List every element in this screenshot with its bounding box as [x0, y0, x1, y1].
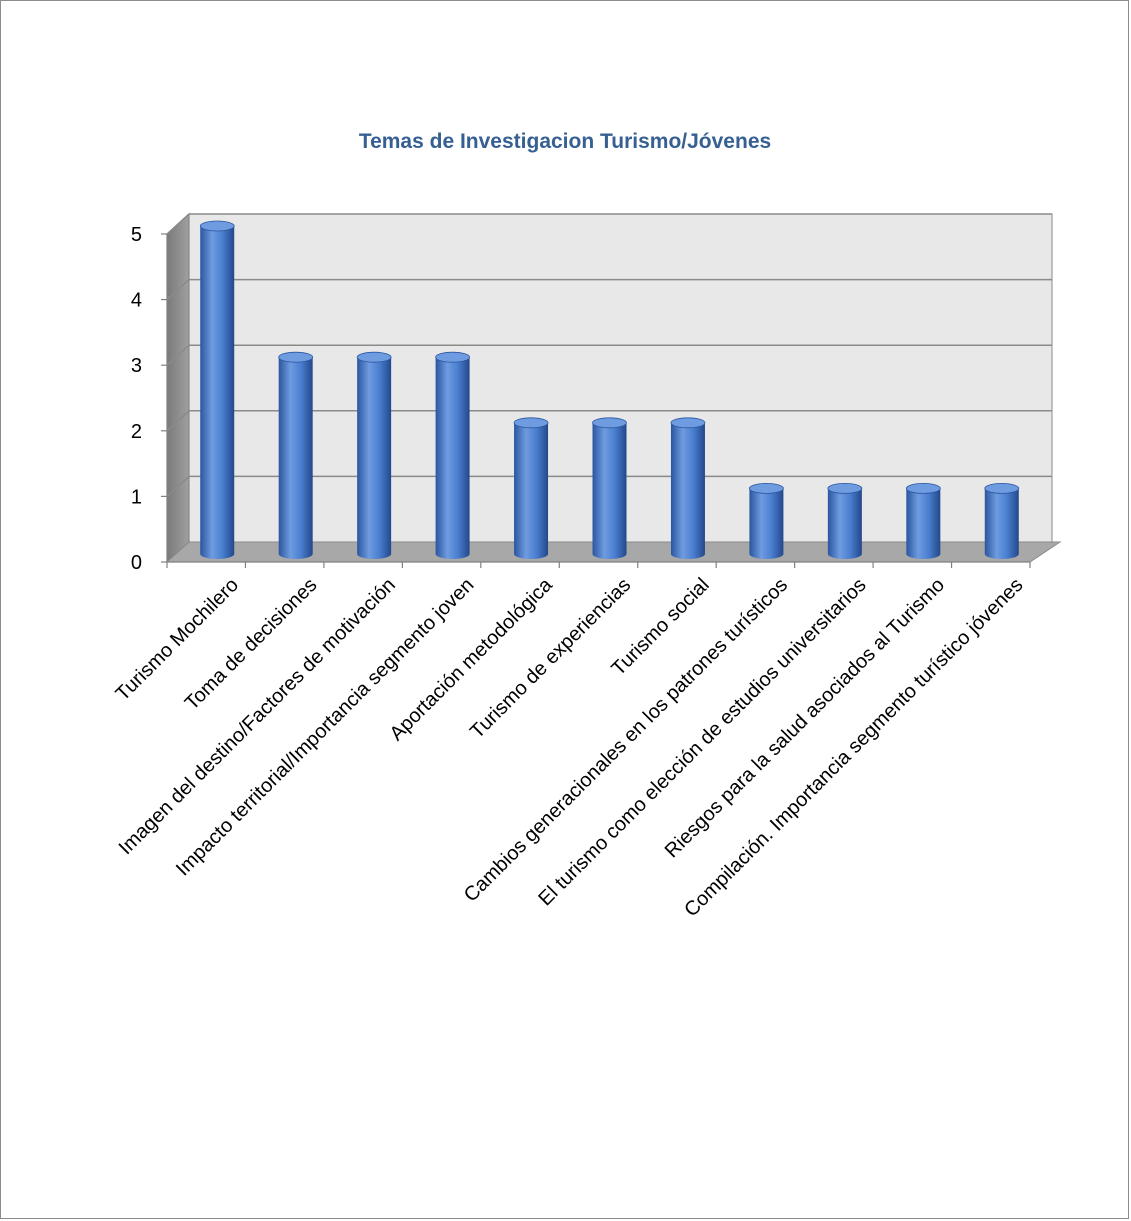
bar [905, 482, 941, 559]
y-tick-label: 0 [131, 552, 142, 574]
gridline [166, 213, 1052, 235]
gridline [166, 344, 1052, 366]
gridline [166, 475, 1052, 497]
x-tick-label: Aportación metodológica [386, 573, 558, 745]
chart-title: Temas de Investigacion Turismo/Jóvenes [359, 130, 771, 153]
plot-background [165, 212, 1062, 564]
bar [670, 417, 706, 559]
x-tick-label: Toma de decisiones [181, 574, 322, 715]
y-tick-label: 5 [131, 224, 142, 246]
x-tick-label: Turismo de experiencias [466, 574, 635, 743]
axes [161, 233, 1031, 568]
y-tick-labels: 0 1 2 3 4 5 [131, 224, 142, 574]
gridline [166, 410, 1052, 432]
y-tick-label: 4 [131, 290, 142, 312]
y-tick-label: 3 [131, 355, 142, 377]
x-tick-label: Riesgos para la salud asociados al Turis… [661, 574, 949, 862]
gridline [166, 278, 1052, 301]
bar [513, 417, 549, 559]
bar [827, 482, 863, 559]
x-tick-label: Impacto territorial/Importancia segmento… [172, 574, 478, 880]
bar [199, 220, 235, 559]
side-wall [166, 212, 190, 564]
bar [749, 482, 784, 559]
bar [356, 351, 392, 559]
bar [984, 482, 1020, 559]
y-tick-label: 2 [131, 421, 142, 443]
bar [278, 351, 314, 559]
bar [592, 417, 627, 559]
y-tick-label: 1 [131, 486, 142, 508]
bar [435, 351, 470, 559]
x-tick-label: Imagen del destino/Factores de motivació… [115, 574, 400, 859]
bars [199, 220, 1020, 559]
gridlines [166, 213, 1052, 497]
